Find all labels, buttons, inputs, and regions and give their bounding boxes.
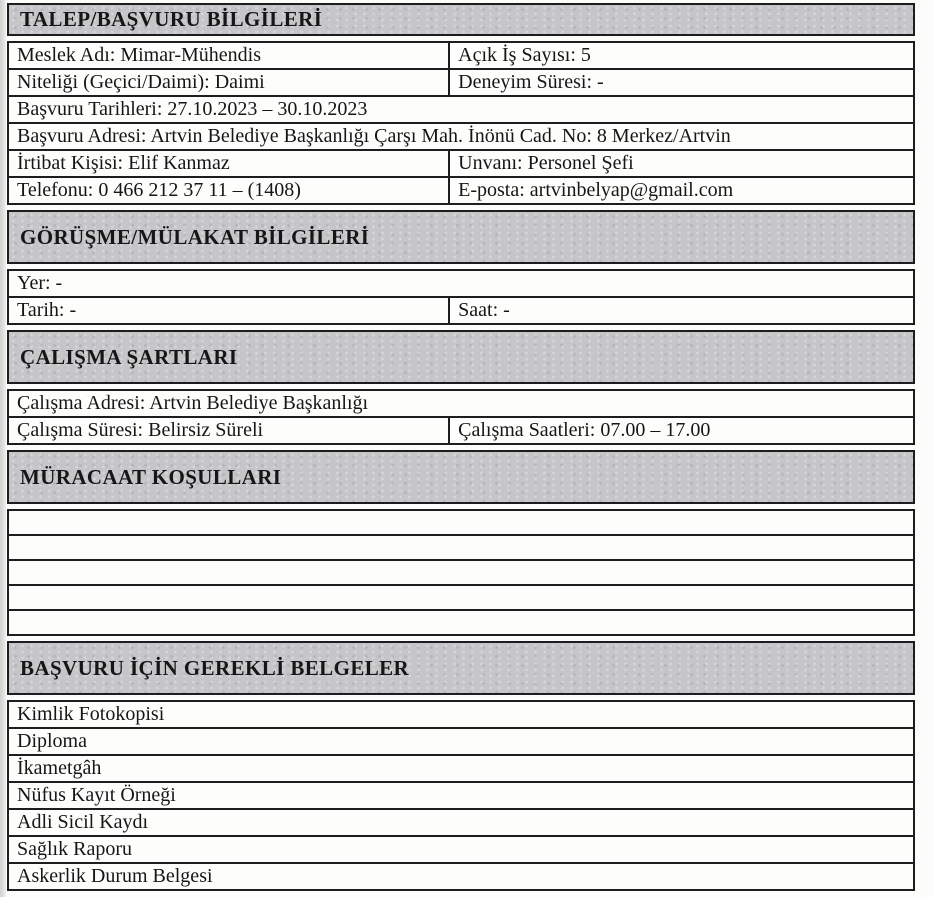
- empty-row: [7, 534, 915, 561]
- field-acik-is-sayisi: Açık İş Sayısı: 5: [458, 44, 591, 66]
- field-calisma-saatleri: Çalışma Saatleri: 07.00 – 17.00: [458, 419, 711, 441]
- field-askerlik-durum-belgesi: Askerlik Durum Belgesi: [17, 865, 213, 887]
- row-meslek-adi: Meslek Adı: Mimar-Mühendis Açık İş Sayıs…: [7, 41, 915, 70]
- field-calisma-adresi: Çalışma Adresi: Artvin Belediye Başkanlı…: [17, 392, 369, 414]
- section-rows: Yer: - Tarih: - Saat: -: [7, 269, 915, 325]
- row-calisma-adresi: Çalışma Adresi: Artvin Belediye Başkanlı…: [7, 389, 915, 418]
- section-title: ÇALIŞMA ŞARTLARI: [20, 344, 238, 369]
- row-telefonu-eposta: Telefonu: 0 466 212 37 11 – (1408) E-pos…: [7, 176, 915, 205]
- row-tarih-saat: Tarih: - Saat: -: [7, 296, 915, 325]
- section-rows: [7, 509, 915, 636]
- empty-row: [7, 509, 915, 536]
- row-saglik-raporu: Sağlık Raporu: [7, 835, 915, 864]
- section-title: MÜRACAAT KOŞULLARI: [20, 464, 282, 489]
- field-kimlik-fotokopisi: Kimlik Fotokopisi: [17, 703, 165, 725]
- section-title: BAŞVURU İÇİN GEREKLİ BELGELER: [20, 655, 410, 680]
- section-talep-basvuru-bilgileri: TALEP/BAŞVURU BİLGİLERİ Meslek Adı: Mima…: [7, 3, 915, 205]
- page-left-edge: [0, 0, 6, 897]
- row-yer: Yer: -: [7, 269, 915, 298]
- empty-field: [9, 586, 913, 609]
- section-header: BAŞVURU İÇİN GEREKLİ BELGELER: [7, 641, 915, 695]
- field-eposta: E-posta: artvinbelyap@gmail.com: [458, 179, 734, 201]
- row-askerlik-durum-belgesi: Askerlik Durum Belgesi: [7, 862, 915, 891]
- field-basvuru-adresi: Başvuru Adresi: Artvin Belediye Başkanlı…: [17, 125, 731, 147]
- field-saglik-raporu: Sağlık Raporu: [17, 838, 132, 860]
- row-basvuru-adresi: Başvuru Adresi: Artvin Belediye Başkanlı…: [7, 122, 915, 151]
- row-calisma-suresi-saatleri: Çalışma Süresi: Belirsiz Süreli Çalışma …: [7, 416, 915, 445]
- section-header: ÇALIŞMA ŞARTLARI: [7, 330, 915, 384]
- row-niteligi: Niteliği (Geçici/Daimi): Daimi Deneyim S…: [7, 68, 915, 97]
- row-diploma: Diploma: [7, 727, 915, 756]
- field-diploma: Diploma: [17, 730, 87, 752]
- job-application-form: TALEP/BAŞVURU BİLGİLERİ Meslek Adı: Mima…: [7, 3, 915, 896]
- field-irtibat-kisisi: İrtibat Kişisi: Elif Kanmaz: [9, 151, 451, 176]
- section-rows: Çalışma Adresi: Artvin Belediye Başkanlı…: [7, 389, 915, 445]
- empty-field: [9, 611, 913, 634]
- empty-field: [9, 511, 913, 534]
- empty-field: [9, 536, 913, 559]
- field-nufus-kayit-ornegi: Nüfus Kayıt Örneği: [17, 784, 176, 806]
- section-title: TALEP/BAŞVURU BİLGİLERİ: [20, 7, 323, 31]
- field-niteligi: Niteliği (Geçici/Daimi): Daimi: [9, 70, 451, 95]
- section-muracaat-kosullari: MÜRACAAT KOŞULLARI: [7, 450, 915, 636]
- row-irtibat-kisisi: İrtibat Kişisi: Elif Kanmaz Unvanı: Pers…: [7, 149, 915, 178]
- section-header: TALEP/BAŞVURU BİLGİLERİ: [7, 3, 915, 36]
- field-saat: Saat: -: [458, 299, 510, 321]
- section-header: MÜRACAAT KOŞULLARI: [7, 450, 915, 504]
- row-kimlik-fotokopisi: Kimlik Fotokopisi: [7, 700, 915, 729]
- field-basvuru-tarihleri: Başvuru Tarihleri: 27.10.2023 – 30.10.20…: [17, 98, 368, 120]
- row-basvuru-tarihleri: Başvuru Tarihleri: 27.10.2023 – 30.10.20…: [7, 95, 915, 124]
- section-header: GÖRÜŞME/MÜLAKAT BİLGİLERİ: [7, 210, 915, 264]
- section-title: GÖRÜŞME/MÜLAKAT BİLGİLERİ: [20, 224, 370, 249]
- field-calisma-suresi: Çalışma Süresi: Belirsiz Süreli: [9, 418, 451, 443]
- section-rows: Meslek Adı: Mimar-Mühendis Açık İş Sayıs…: [7, 41, 915, 205]
- row-adli-sicil-kaydi: Adli Sicil Kaydı: [7, 808, 915, 837]
- field-ikametgah: İkametgâh: [17, 757, 102, 779]
- section-calisma-sartlari: ÇALIŞMA ŞARTLARI Çalışma Adresi: Artvin …: [7, 330, 915, 445]
- empty-row: [7, 609, 915, 636]
- section-gorusme-mulakat-bilgileri: GÖRÜŞME/MÜLAKAT BİLGİLERİ Yer: - Tarih: …: [7, 210, 915, 325]
- field-meslek-adi: Meslek Adı: Mimar-Mühendis: [9, 43, 451, 68]
- field-deneyim-suresi: Deneyim Süresi: -: [458, 71, 604, 93]
- row-ikametgah: İkametgâh: [7, 754, 915, 783]
- section-rows: Kimlik Fotokopisi Diploma İkametgâh Nüfu…: [7, 700, 915, 891]
- field-telefonu: Telefonu: 0 466 212 37 11 – (1408): [9, 178, 451, 203]
- field-tarih: Tarih: -: [9, 298, 451, 323]
- empty-field: [9, 561, 913, 584]
- row-nufus-kayit-ornegi: Nüfus Kayıt Örneği: [7, 781, 915, 810]
- section-gerekli-belgeler: BAŞVURU İÇİN GEREKLİ BELGELER Kimlik Fot…: [7, 641, 915, 891]
- field-unvani: Unvanı: Personel Şefi: [458, 152, 634, 174]
- field-adli-sicil-kaydi: Adli Sicil Kaydı: [17, 811, 149, 833]
- empty-row: [7, 559, 915, 586]
- field-yer: Yer: -: [17, 272, 63, 294]
- empty-row: [7, 584, 915, 611]
